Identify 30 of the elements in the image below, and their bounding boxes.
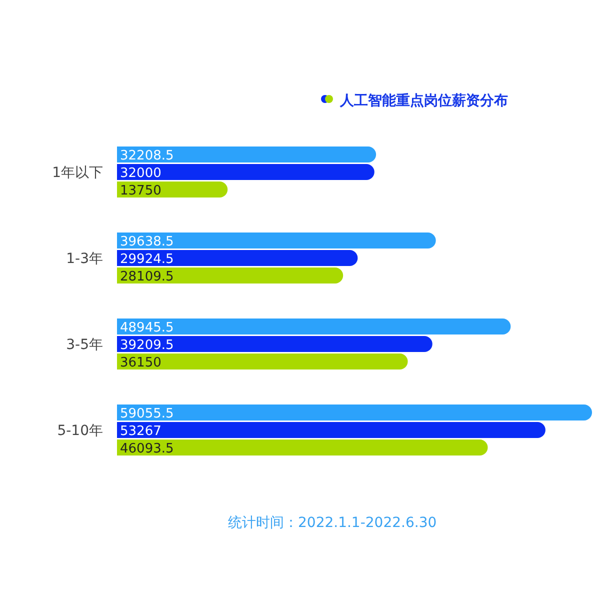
data-label: 53267 xyxy=(120,424,162,439)
y-tick-label: 5-10年 xyxy=(57,423,103,439)
data-label: 39209.5 xyxy=(120,338,174,353)
bar xyxy=(117,250,358,266)
bar xyxy=(117,422,546,438)
data-label: 29924.5 xyxy=(120,252,174,267)
data-label: 32208.5 xyxy=(120,148,174,164)
bar xyxy=(117,232,436,248)
data-label: 46093.5 xyxy=(120,442,174,456)
bar xyxy=(117,318,511,334)
y-tick-label: 1年以下 xyxy=(52,165,103,181)
data-label: 32000 xyxy=(120,166,162,181)
data-label: 36150 xyxy=(120,356,162,370)
bar xyxy=(117,336,432,352)
bar xyxy=(117,164,374,180)
data-label: 28109.5 xyxy=(120,270,174,284)
y-tick-label: 3-5年 xyxy=(66,337,103,353)
bar xyxy=(117,404,592,420)
data-label: 39638.5 xyxy=(120,234,174,250)
text: 统计时间：2022.1.1-2022.6.30 xyxy=(228,515,437,531)
bar xyxy=(117,146,376,162)
bar xyxy=(117,182,228,198)
bar xyxy=(117,354,408,370)
bar xyxy=(117,268,344,284)
y-tick-label: 1-3年 xyxy=(66,251,103,267)
chart-title: 人工智能重点岗位薪资分布 xyxy=(339,93,508,109)
bar xyxy=(117,440,488,456)
data-label: 13750 xyxy=(120,184,162,198)
data-label: 59055.5 xyxy=(120,406,174,422)
data-label: 48945.5 xyxy=(120,320,174,336)
